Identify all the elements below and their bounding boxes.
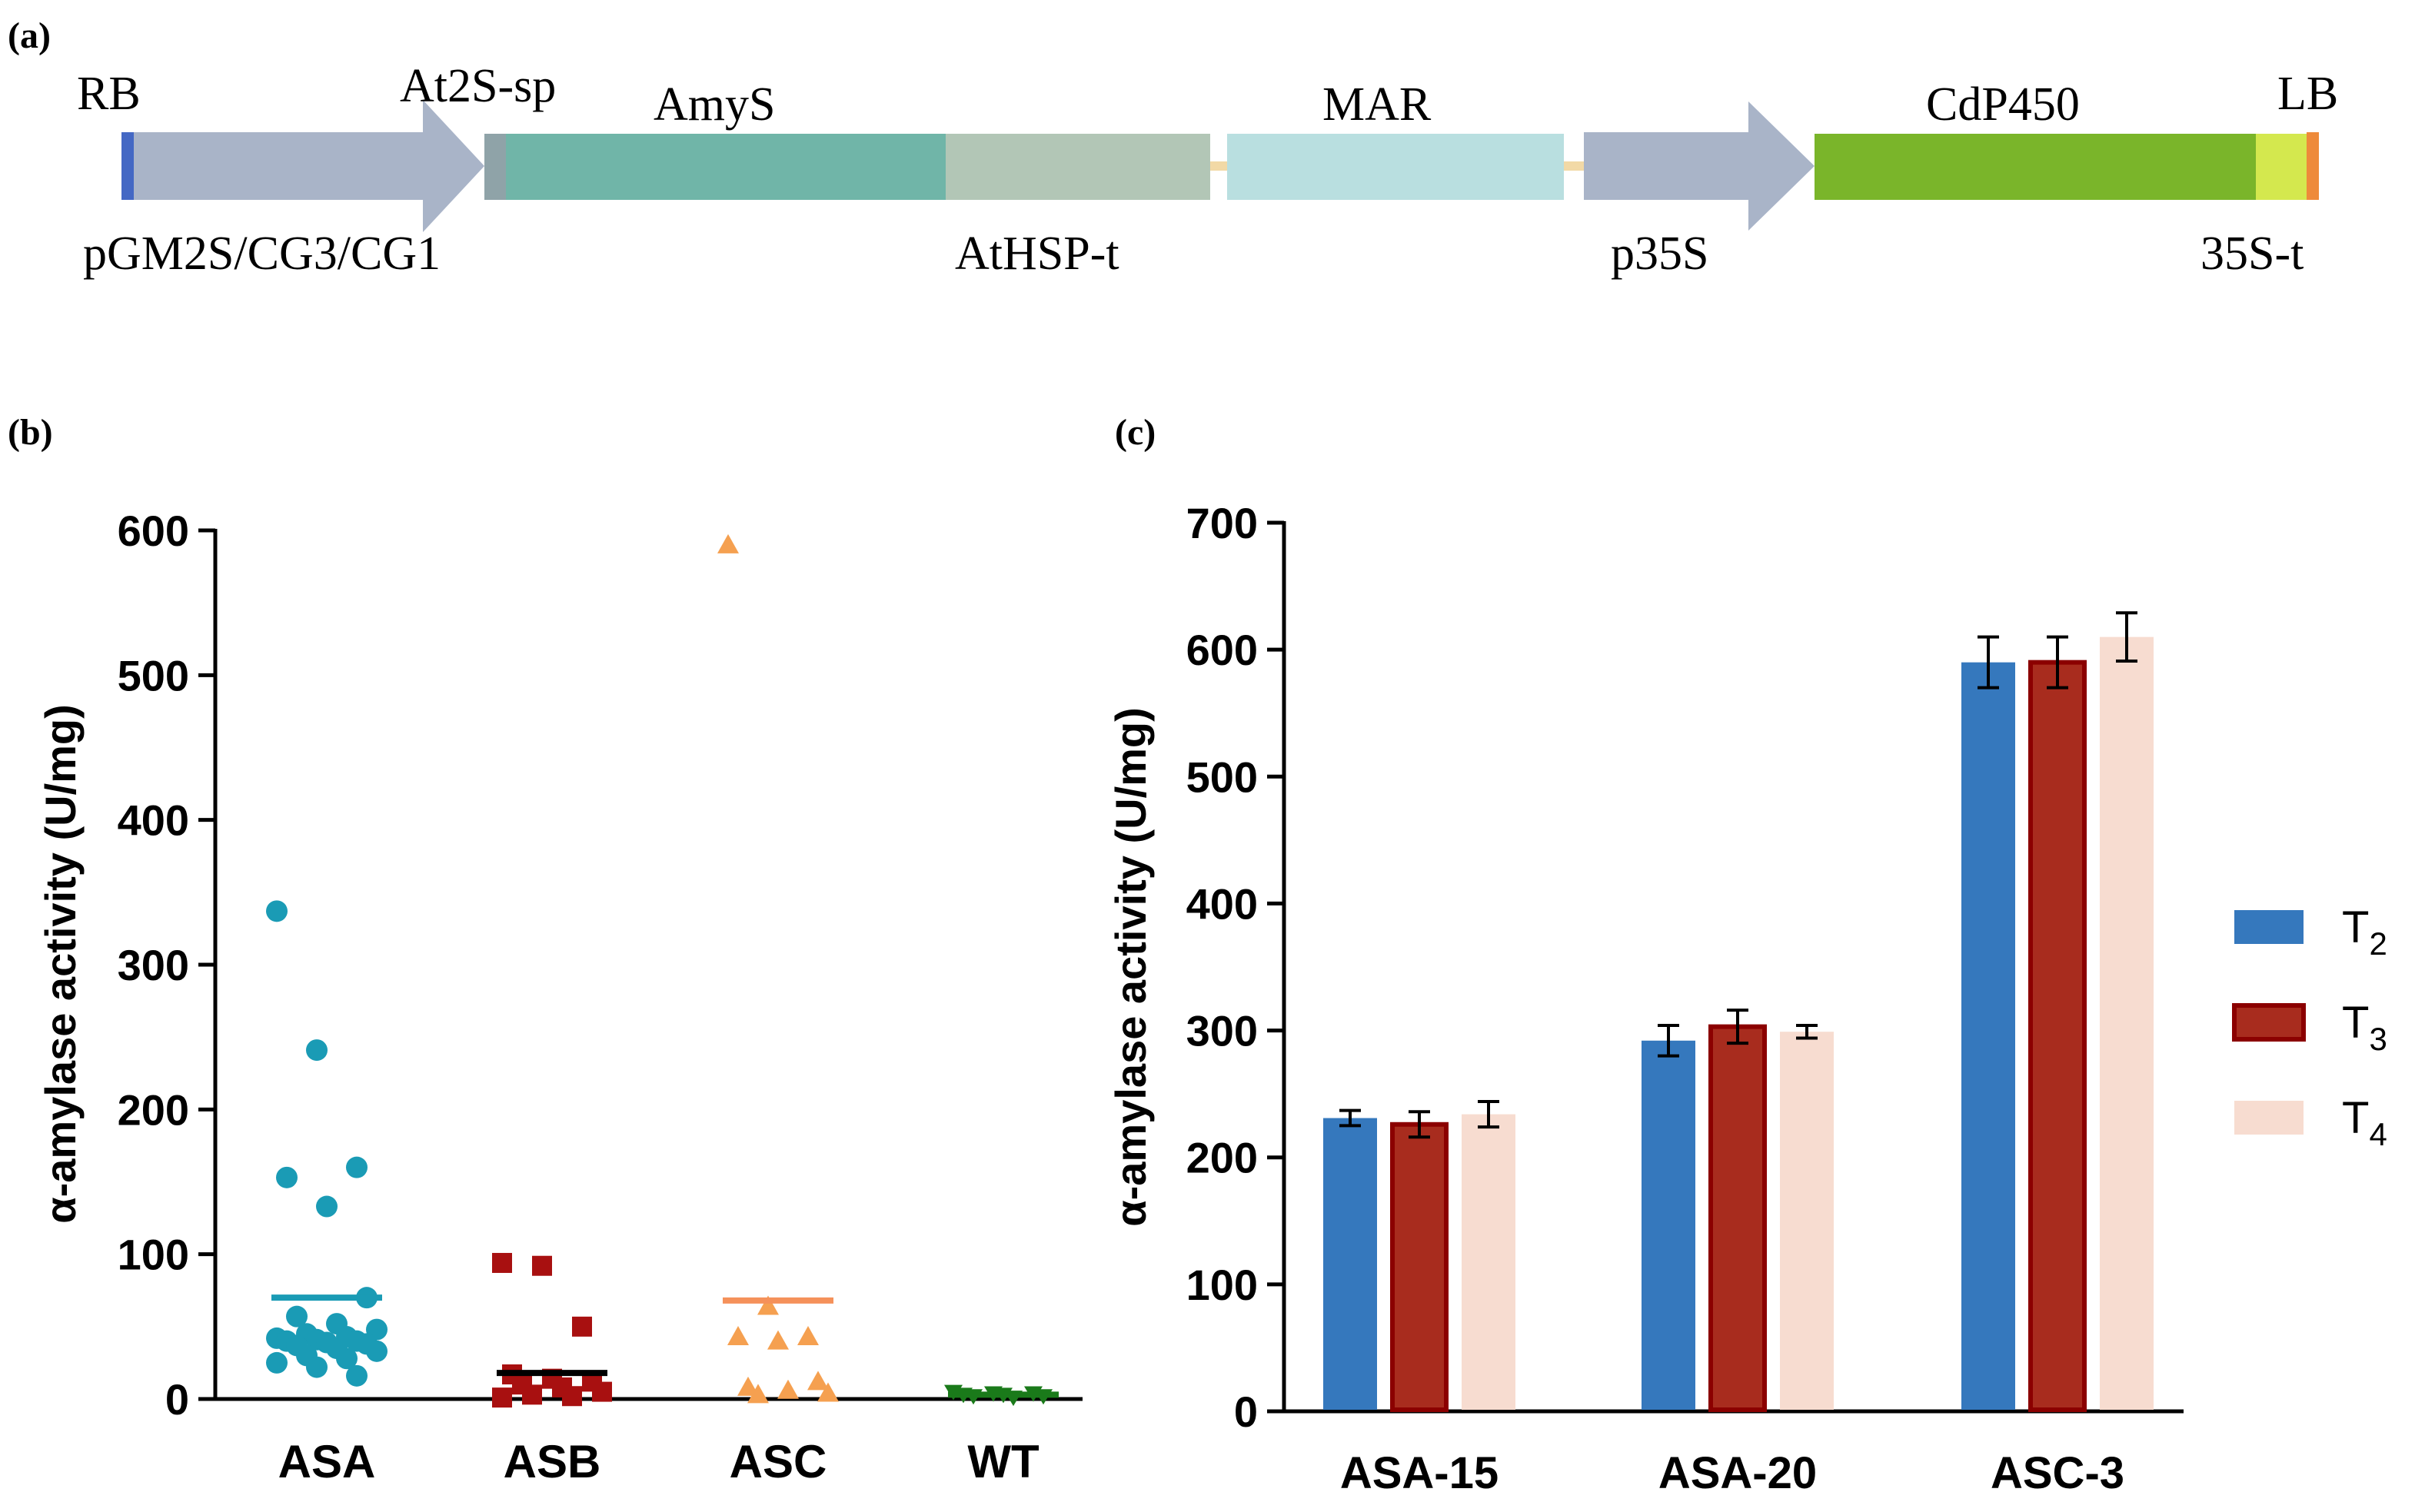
panel-c-bar-asa-20-t4 xyxy=(1780,1032,1834,1410)
panel-b-point-asa xyxy=(286,1305,308,1328)
linker-1 xyxy=(1210,161,1227,171)
panel-c-bar-asc-3-t4 xyxy=(2100,636,2154,1410)
panel-b-x-tick-label: ASA xyxy=(278,1436,376,1487)
panel-b-point-asb xyxy=(532,1255,552,1276)
panel-b-point-asc xyxy=(777,1379,799,1399)
panel-c-y-tick-label: 0 xyxy=(1234,1387,1258,1436)
rb-label: RB xyxy=(77,68,141,120)
panel-b-point-asb xyxy=(572,1316,592,1337)
panel-b-point-asa xyxy=(336,1348,358,1370)
mar-label: MAR xyxy=(1322,78,1432,131)
35s-t-label: 35S-t xyxy=(2200,228,2304,280)
panel-b: (b) α-amylase activity (U/mg) 0 100 200 300… xyxy=(8,412,1083,1487)
panel-b-point-asa xyxy=(266,900,288,922)
panel-b-point-asb xyxy=(562,1386,582,1407)
panel-c-x-tick-label: ASA-20 xyxy=(1658,1448,1817,1498)
panel-b-point-asc xyxy=(737,1376,759,1396)
panel-c-y-tick-label: 600 xyxy=(1186,626,1258,674)
legend-label-t3: T3 xyxy=(2342,998,2387,1057)
panel-c-y-tick-label: 100 xyxy=(1186,1261,1258,1309)
panel-b-point-asb xyxy=(492,1252,512,1273)
panel-b-y-tick-label: 0 xyxy=(165,1375,189,1424)
panel-b-point-asc xyxy=(807,1371,829,1391)
legend-swatch-t3 xyxy=(2232,1003,2306,1042)
legend-label-t4: T4 xyxy=(2342,1093,2387,1152)
panel-b-point-asa xyxy=(346,1364,368,1387)
panel-b-point-asa xyxy=(306,1039,328,1062)
p35s-label: p35S xyxy=(1611,228,1708,280)
mar-segment xyxy=(1227,134,1564,200)
panel-b-x-tick-label: ASC xyxy=(730,1436,827,1487)
panel-c-bar-asa-20-t3 xyxy=(1708,1024,1767,1413)
panel-c-bar-asa-15-t3 xyxy=(1390,1122,1449,1412)
lb-border xyxy=(2307,132,2319,200)
panel-b-point-asc xyxy=(797,1326,819,1346)
panel-c-bar-asa-20-t2 xyxy=(1642,1040,1695,1410)
panel-b-point-asc xyxy=(767,1330,789,1350)
amys-segment xyxy=(506,134,946,200)
35s-terminator-segment xyxy=(2256,134,2307,200)
panel-a-label: (a) xyxy=(8,15,51,56)
panel-c-y-tick-label: 300 xyxy=(1186,1007,1258,1055)
cdp450-segment xyxy=(1815,134,2256,200)
panel-b-point-asb xyxy=(522,1384,542,1405)
panel-c-bar-asc-3-t3 xyxy=(2028,660,2087,1412)
panel-b-label: (b) xyxy=(8,412,53,453)
panel-c-y-tick-label: 200 xyxy=(1186,1134,1258,1182)
panel-c-x-tick-label: ASA-15 xyxy=(1340,1448,1499,1498)
panel-b-point-asb xyxy=(592,1381,612,1402)
panel-b-y-tick-label: 300 xyxy=(118,941,189,989)
panel-b-x-tick-label: ASB xyxy=(504,1436,601,1487)
panel-c-y-tick-label: 500 xyxy=(1186,753,1258,801)
p35s-arrow xyxy=(1584,101,1815,231)
panel-b-x-tick-label: WT xyxy=(967,1436,1039,1487)
amys-label: AmyS xyxy=(654,78,775,131)
panel-b-point-asb xyxy=(492,1387,512,1408)
panel-b-point-asa xyxy=(346,1156,368,1178)
panel-b-point-asc xyxy=(717,533,739,553)
at2s-sp-label: At2S-sp xyxy=(400,60,556,112)
panel-c-y-tick-label: 400 xyxy=(1186,879,1258,928)
panel-a: (a) RB At2S-sp AmyS MAR CdP450 LB pGM2S/… xyxy=(8,15,2338,280)
panel-c-x-tick-label: ASC-3 xyxy=(1991,1448,2124,1498)
panel-b-y-tick-label: 200 xyxy=(118,1085,189,1134)
panel-c-y-tick-label: 700 xyxy=(1186,499,1258,547)
panel-c-label: (c) xyxy=(1115,412,1156,453)
panel-b-y-axis-label: α-amylase activity (U/mg) xyxy=(36,704,85,1224)
panel-b-point-asc xyxy=(747,1384,769,1404)
lb-label: LB xyxy=(2277,68,2338,120)
legend-label-t2: T2 xyxy=(2342,902,2387,962)
cdp450-label: CdP450 xyxy=(1926,78,2080,131)
promoter-arrow xyxy=(134,100,484,232)
rb-border xyxy=(121,132,134,200)
panel-b-y-tick-label: 500 xyxy=(118,651,189,700)
panel-c-bar-asa-15-t2 xyxy=(1323,1118,1377,1410)
panel-b-point-asc xyxy=(727,1326,749,1346)
panel-c-bar-asa-15-t4 xyxy=(1462,1114,1515,1410)
legend-swatch-t4 xyxy=(2234,1101,2304,1135)
panel-c-bar-asc-3-t2 xyxy=(1961,662,2015,1410)
panel-b-point-asc xyxy=(817,1382,839,1402)
panel-b-point-asa xyxy=(276,1166,298,1188)
promoter-label: pGM2S/CG3/CG1 xyxy=(83,228,441,280)
panel-c-y-axis-label: α-amylase activity (U/mg) xyxy=(1106,707,1155,1227)
linker-2 xyxy=(1564,161,1584,171)
panel-b-point-asa xyxy=(266,1351,288,1374)
panel-b-y-tick-label: 100 xyxy=(118,1231,189,1279)
panel-b-point-asa xyxy=(306,1356,328,1378)
athsp-t-label: AtHSP-t xyxy=(955,228,1119,280)
panel-b-point-asa xyxy=(366,1340,388,1362)
signal-peptide-segment xyxy=(484,134,506,200)
panel-b-y-tick-label: 600 xyxy=(118,507,189,555)
legend-swatch-t2 xyxy=(2234,910,2304,944)
panel-b-point-asc xyxy=(757,1295,779,1315)
panel-b-y-tick-label: 400 xyxy=(118,796,189,845)
panel-c: (c) α-amylase activity (U/mg) 0 100 200 300… xyxy=(1106,412,2387,1498)
panel-b-point-asa xyxy=(316,1195,338,1218)
athsp-terminator-segment xyxy=(946,134,1210,200)
